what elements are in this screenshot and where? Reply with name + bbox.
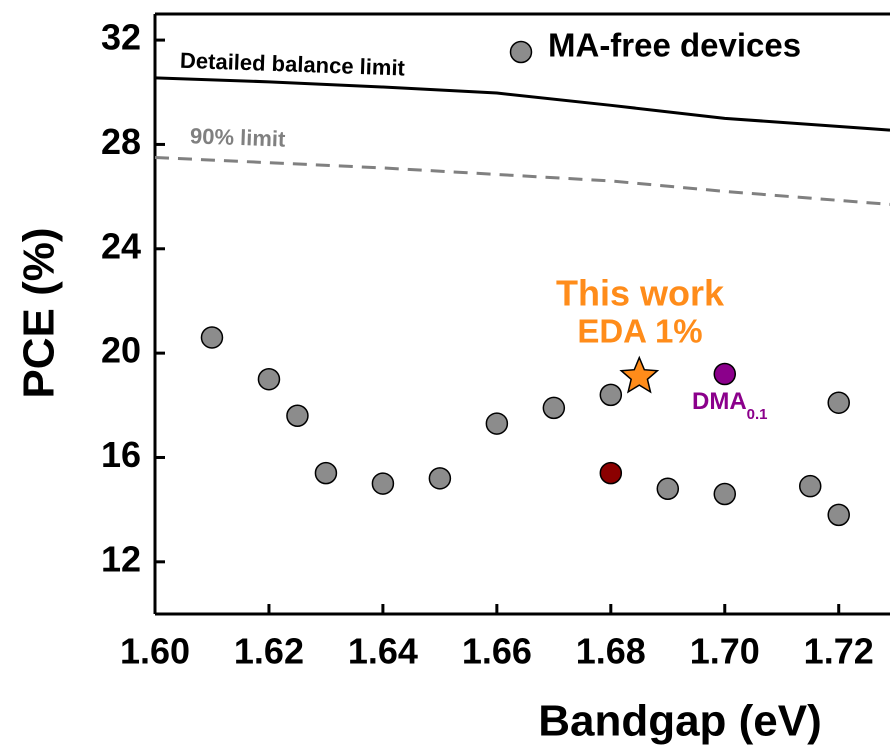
x-tick-label: 1.70 (690, 631, 760, 672)
y-tick-label: 12 (101, 538, 141, 579)
point (200, 326, 224, 349)
point (428, 467, 452, 490)
y-tick-label: 16 (101, 434, 141, 475)
legend-label: MA-free devices (548, 27, 801, 64)
y-tick-label: 24 (101, 225, 141, 266)
point (713, 482, 737, 506)
x-tick-label: 1.62 (234, 631, 304, 672)
annotation-text: DMA (692, 388, 747, 415)
point (286, 404, 309, 427)
star-marker (619, 355, 660, 394)
point (827, 503, 850, 527)
y-tick-label: 20 (101, 330, 141, 371)
point (485, 412, 509, 435)
limit-label: Detailed balance limit (180, 48, 406, 81)
point (599, 383, 623, 407)
legend-marker (509, 40, 533, 64)
x-axis-label: Bandgap (eV) (538, 697, 822, 746)
x-tick-label: 1.72 (804, 631, 874, 672)
annotation: DMA0.1 (692, 388, 768, 423)
x-tick-label: 1.64 (348, 631, 418, 672)
y-tick-label: 32 (101, 17, 141, 58)
point (656, 477, 680, 501)
limit-line (154, 155, 890, 206)
point (314, 461, 338, 485)
x-tick-label: 1.66 (462, 631, 532, 672)
limit-line (154, 76, 890, 132)
annotation-subscript: 0.1 (747, 406, 768, 423)
point (798, 474, 822, 498)
x-tick-label: 1.68 (576, 631, 646, 672)
point (371, 472, 395, 495)
point (713, 362, 737, 386)
point (599, 461, 623, 485)
y-tick-label: 28 (101, 121, 141, 162)
point (257, 367, 281, 391)
y-axis-label: PCE (%) (15, 227, 64, 398)
annotation: This work (556, 273, 725, 314)
annotation: EDA 1% (577, 313, 702, 350)
x-tick-label: 1.60 (120, 631, 190, 672)
limit-label: 90% limit (190, 123, 287, 151)
point (542, 396, 566, 420)
point (827, 391, 850, 414)
